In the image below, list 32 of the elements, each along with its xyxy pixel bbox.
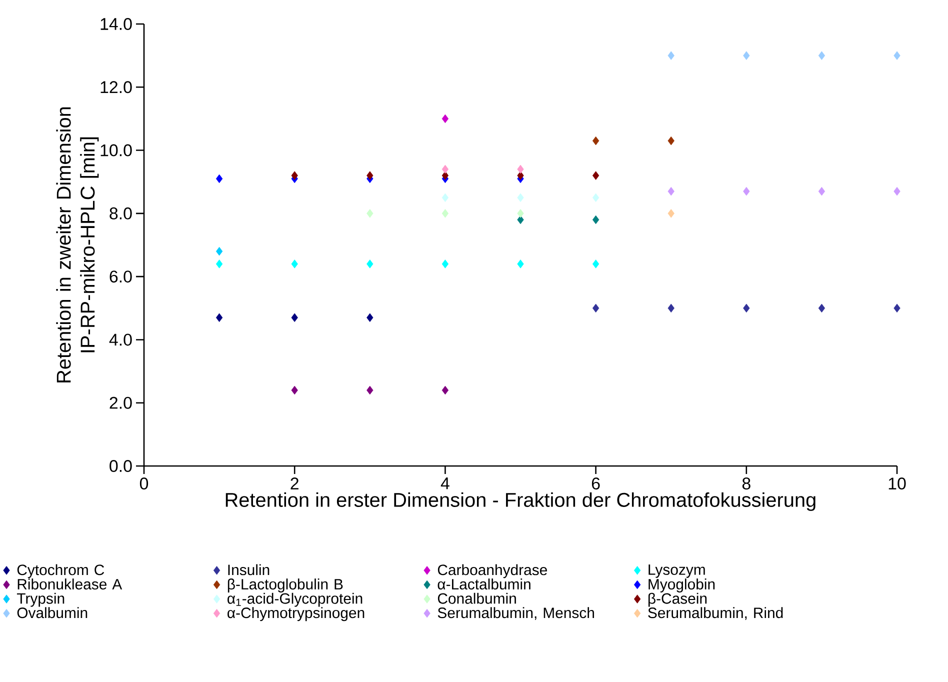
legend-label: α-Lactalbumin (438, 578, 530, 590)
x-tick-label: 0 (140, 478, 148, 490)
y-tick-label: 2.0 (110, 396, 132, 409)
legend-label: Ovalbumin (17, 607, 88, 618)
legend-label: Ribonuklease A (18, 578, 122, 590)
y-axis-title: Retention in zweiter Dimension IP-RP-mikro-HPLC [min] (56, 107, 99, 382)
x-tick-label: 6 (592, 478, 600, 490)
y-tick-label: 4.0 (109, 334, 132, 346)
legend-label: Conalbumin (438, 592, 516, 604)
y-tick-label: 10.0 (100, 144, 132, 156)
legend-label: Serumalbumin, Rind (648, 607, 783, 620)
legend-label: Serumalbumin, Mensch (438, 607, 594, 620)
y-tick-label: 14.0 (100, 18, 132, 30)
legend-label: Cytochrom C (17, 564, 104, 578)
legend-label: Trypsin (16, 592, 64, 607)
legend-label: β-Lactoglobulin B (228, 578, 343, 592)
legend-label: Insulin (228, 564, 270, 576)
x-tick-label: 2 (290, 478, 298, 490)
legend-label: α-Chymotrypsinogen (228, 607, 364, 622)
y-tick-label: 6.0 (110, 270, 132, 283)
legend-label: Lysozym (648, 564, 705, 578)
y-tick-label: 12.0 (100, 81, 132, 94)
legend-label: β-Casein (648, 592, 707, 607)
legend-label: Myoglobin (648, 578, 715, 592)
x-tick-label: 8 (742, 478, 750, 490)
x-axis-title: Retention in erster Dimension - Fraktion der Chromatofokussierung (226, 492, 816, 511)
legend-label: Carboanhydrase (438, 564, 547, 578)
legend-label: α$_{1}$-acid-Glycoprotein (228, 592, 362, 607)
x-tick-label: 10 (888, 478, 906, 490)
y-tick-label: 0.0 (110, 460, 132, 472)
x-tick-label: 4 (440, 478, 450, 490)
y-tick-label: 8.0 (110, 207, 132, 220)
